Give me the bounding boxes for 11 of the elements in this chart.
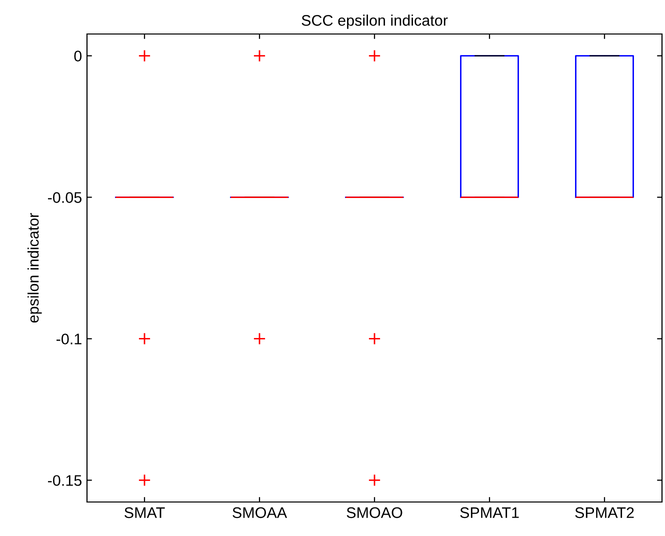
y-axis-title: epsilon indicator	[28, 213, 42, 323]
x-tick-label: SMOAA	[232, 507, 288, 518]
x-tick-label: SPMAT2	[575, 507, 634, 518]
y-tick-label: 0	[74, 50, 82, 62]
chart-title: SCC epsilon indicator	[302, 14, 448, 29]
y-tick-label: -0.15	[48, 475, 82, 486]
x-tick-label: SMAT	[124, 507, 165, 518]
x-tick-label: SPMAT1	[460, 507, 519, 518]
y-tick-label: -0.1	[56, 334, 82, 344]
x-tick-label: SMOAO	[346, 507, 402, 518]
y-tick-label: -0.05	[48, 192, 82, 203]
